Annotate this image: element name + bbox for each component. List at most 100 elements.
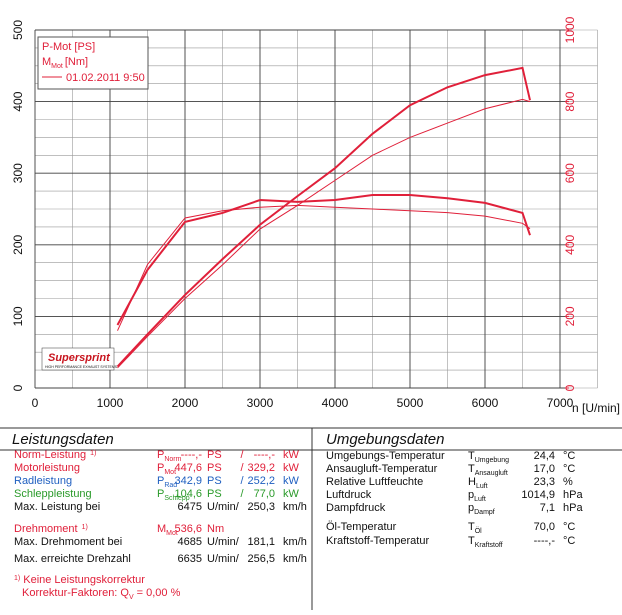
symbol: TAnsaugluft	[468, 463, 508, 477]
symbol-sub: Umgebung	[475, 457, 509, 464]
cell: PS	[207, 475, 222, 487]
row-label: Luftdruck	[326, 489, 372, 501]
symbol-sub: Dampf	[474, 509, 495, 516]
unit: °C	[563, 450, 575, 462]
cell: 104,6	[174, 488, 202, 500]
label: Norm-Leistung	[14, 449, 86, 461]
section-title: Leistungsdaten	[12, 431, 114, 448]
symbol-sub: Luft	[476, 483, 488, 490]
cell: 447,6	[174, 462, 202, 474]
value: 7,1	[540, 502, 555, 514]
cell: /	[240, 462, 244, 474]
cell: PS	[207, 449, 222, 461]
row-label: Kraftstoff-Temperatur	[326, 535, 429, 547]
symbol-sub: Kraftstoff	[475, 542, 503, 549]
symbol-base: H	[468, 476, 476, 488]
symbol: MMot	[157, 523, 178, 537]
label: Motorleistung	[14, 462, 80, 474]
cell: 77,0	[254, 488, 275, 500]
cell: kW	[283, 449, 300, 461]
symbol-sub: Mot	[166, 530, 178, 537]
y-tick-label: 100	[11, 306, 25, 326]
cell: PS	[207, 462, 222, 474]
cell: 6635	[178, 553, 202, 565]
x-tick-label: 4000	[322, 396, 349, 410]
cell: km/h	[283, 553, 307, 565]
symbol: PRad	[157, 475, 177, 489]
symbol: PNorm	[157, 449, 182, 463]
y2-sub: Mot	[51, 63, 63, 70]
value: 1014,9	[521, 489, 555, 501]
symbol: TÖl	[468, 521, 482, 535]
footnote: 1) Keine Leistungskorrektur	[14, 574, 145, 586]
symbol-sub: Luft	[474, 496, 486, 503]
unit: °C	[563, 535, 575, 547]
cell: 6475	[178, 501, 202, 513]
y2-tick-label: 1000	[563, 16, 577, 43]
x-tick-label: 7000	[547, 396, 574, 410]
row-label: Umgebungs-Temperatur	[326, 450, 445, 462]
y2-tick-label: 200	[563, 306, 577, 326]
x-axis-label: n [U/min]	[572, 401, 620, 415]
unit: °C	[563, 521, 575, 533]
label: Max. Drehmoment bei	[14, 536, 122, 548]
cell: U/min/	[207, 536, 240, 548]
symbol-base: T	[468, 463, 475, 475]
x-tick-label: 6000	[472, 396, 499, 410]
symbol: HLuft	[468, 476, 488, 490]
symbol-base: P	[157, 475, 164, 487]
symbol: PMot	[157, 462, 176, 476]
cell: 252,2	[247, 475, 275, 487]
symbol-base: M	[157, 523, 166, 535]
cell: ----,-	[181, 449, 203, 461]
cell: /	[240, 449, 244, 461]
unit: %	[563, 476, 573, 488]
note: 1)	[90, 450, 96, 457]
symbol: TKraftstoff	[468, 535, 503, 549]
y-tick-label: 400	[11, 91, 25, 111]
unit: hPa	[563, 489, 583, 501]
logo	[41, 347, 115, 371]
row-label: Relative Luftfeuchte	[326, 476, 423, 488]
section-title: Umgebungsdaten	[326, 431, 444, 448]
cell: 256,5	[247, 553, 275, 565]
cell: 329,2	[247, 462, 275, 474]
cell: U/min/	[207, 501, 240, 513]
row-label: Max. Leistung bei	[14, 501, 100, 513]
cell: kW	[283, 475, 300, 487]
label: Schleppleistung	[14, 488, 92, 500]
y2-symbol: M	[42, 56, 51, 68]
unit: °C	[563, 463, 575, 475]
value: 23,3	[534, 476, 555, 488]
cell: km/h	[283, 536, 307, 548]
x-tick-label: 3000	[247, 396, 274, 410]
y2-tick-label: 800	[563, 91, 577, 111]
row-label: Ansaugluft-Temperatur	[326, 463, 438, 475]
cell: 181,1	[247, 536, 275, 548]
tables: Norm-Leistung 1) PNorm ----,- PS / ----,- kWMot…	[14, 449, 583, 601]
cell: /	[240, 488, 244, 500]
symbol: pLuft	[468, 489, 486, 503]
footnote: Korrektur-Faktoren: QV = 0,00 %	[22, 587, 181, 601]
note: 1)	[14, 575, 20, 582]
label: Drehmoment	[14, 523, 78, 535]
cell: 250,3	[247, 501, 275, 513]
cell: km/h	[283, 501, 307, 513]
footnote-text: Keine Leistungskorrektur	[23, 574, 145, 586]
x-tick-label: 1000	[97, 396, 124, 410]
cell: 342,9	[174, 475, 202, 487]
value: 17,0	[534, 463, 555, 475]
legend-y2label: MMot [Nm]	[42, 56, 88, 70]
x-tick-label: 5000	[397, 396, 424, 410]
symbol-base: T	[468, 535, 475, 547]
series-line	[116, 66, 531, 368]
row-label: Dampfdruck	[326, 502, 386, 514]
x-tick-label: 2000	[172, 396, 199, 410]
symbol-base: P	[157, 488, 164, 500]
cell: 4685	[178, 536, 202, 548]
legend-box	[37, 36, 149, 90]
series-line	[117, 98, 531, 369]
symbol-base: P	[157, 462, 164, 474]
y2-tick-label: 600	[563, 163, 577, 183]
